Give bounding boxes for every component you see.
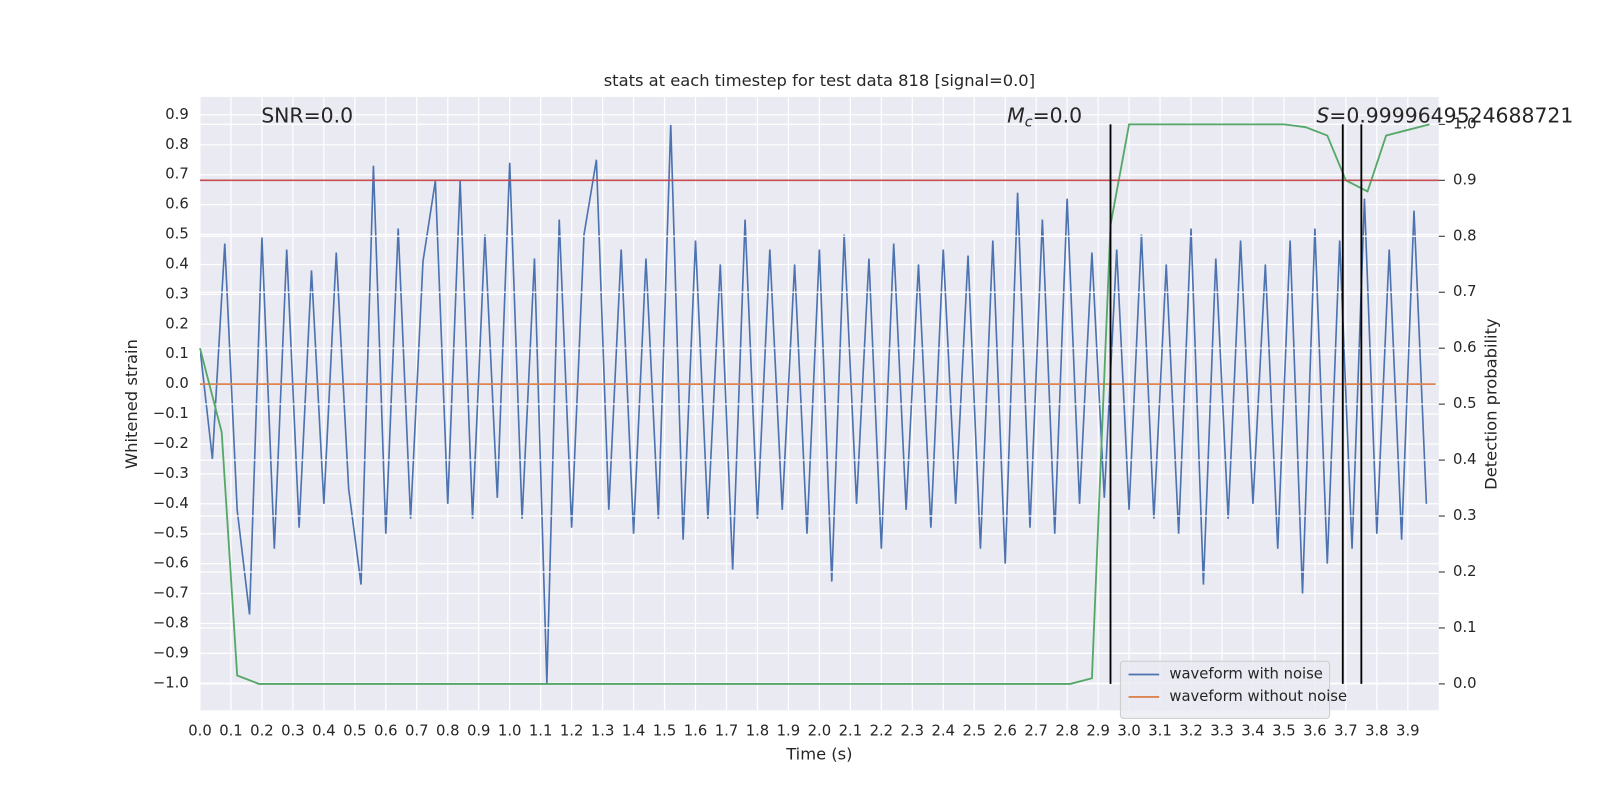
- y2-tick-label: 0.9: [1453, 171, 1477, 188]
- x-tick-label: 1.5: [653, 723, 677, 740]
- legend-label: waveform with noise: [1169, 665, 1323, 682]
- x-tick-label: 3.3: [1210, 723, 1234, 740]
- x-tick-label: 1.7: [715, 723, 739, 740]
- y-tick-label: −0.9: [153, 644, 189, 661]
- x-tick-label: 2.4: [932, 723, 956, 740]
- series-line: [199, 123, 1430, 685]
- x-tick-label: 0.0: [188, 723, 212, 740]
- y-tick-label: 0.9: [165, 106, 189, 123]
- y2-tick-label: 1.0: [1453, 115, 1477, 132]
- x-tick-label: 2.5: [962, 723, 986, 740]
- y2-tick-label: 0.2: [1453, 563, 1477, 580]
- y-tick-label: −0.4: [153, 495, 189, 512]
- overlay: SNR=0.0 Mc=0.0 S=0.9999649524688721 wavefor…: [199, 103, 1573, 719]
- y-tick-label: −0.6: [153, 555, 189, 572]
- y2-tick-label: 0.0: [1453, 675, 1477, 692]
- y2-tick-label: 0.8: [1453, 227, 1477, 244]
- y-tick-label: −0.7: [153, 585, 189, 602]
- y-tick-label: 0.0: [165, 375, 189, 392]
- x-tick-label: 2.0: [808, 723, 832, 740]
- y2-tick-label: 0.4: [1453, 451, 1477, 468]
- x-tick-label: 0.8: [436, 723, 460, 740]
- x-tick-label: 3.7: [1334, 723, 1358, 740]
- y-tick-label: −0.5: [153, 525, 189, 542]
- x-tick-label: 3.0: [1117, 723, 1141, 740]
- x-tick-label: 0.3: [281, 723, 305, 740]
- annotation-text: SNR=0.0: [261, 103, 353, 127]
- y-tick-label: −1.0: [153, 674, 189, 691]
- legend-box: [1119, 660, 1331, 719]
- y-tick-label: 0.3: [165, 285, 189, 302]
- annotation-symbol: S: [1316, 103, 1329, 127]
- legend-label: waveform without noise: [1169, 688, 1347, 705]
- plot-area: [200, 123, 1436, 684]
- x-tick-label: 3.4: [1241, 723, 1265, 740]
- y-tick-label: 0.7: [165, 166, 189, 183]
- x-tick-label: 1.0: [498, 723, 522, 740]
- y-tick-label: 0.8: [165, 136, 189, 153]
- y2-tick-label: 0.1: [1453, 619, 1477, 636]
- x-tick-label: 1.3: [591, 723, 615, 740]
- chart-title: stats at each timestep for test data 818…: [604, 71, 1035, 90]
- x-tick-label: 0.5: [343, 723, 367, 740]
- y-tick-label: 0.1: [165, 345, 189, 362]
- x-tick-label: 1.1: [529, 723, 553, 740]
- x-tick-label: 1.9: [777, 723, 801, 740]
- x-tick-label: 0.1: [219, 723, 243, 740]
- x-tick-label: 0.6: [374, 723, 398, 740]
- y-tick-label: −0.3: [153, 465, 189, 482]
- y-tick-label: 0.4: [165, 255, 189, 272]
- x-tick-label: 3.1: [1148, 723, 1172, 740]
- series-line: [200, 123, 1428, 684]
- x-tick-label: 2.7: [1024, 723, 1048, 740]
- annotation: SNR=0.0: [261, 103, 353, 127]
- annotation-text: =0.0: [1033, 103, 1083, 127]
- x-tick-label: 3.9: [1396, 723, 1420, 740]
- annotation: S=0.9999649524688721: [1316, 103, 1573, 127]
- x-tick-label: 1.4: [622, 723, 646, 740]
- x-tick-label: 2.2: [870, 723, 894, 740]
- annotation-subscript: c: [1025, 114, 1033, 130]
- legend: waveform with noise waveform without nois…: [1119, 660, 1347, 719]
- y2-tick-label: 0.5: [1453, 395, 1477, 412]
- x-tick-label: 3.6: [1303, 723, 1327, 740]
- x-tick-label: 3.5: [1272, 723, 1296, 740]
- x-tick-label: 2.3: [901, 723, 925, 740]
- annotation: Mc=0.0: [1007, 103, 1082, 130]
- x-tick-label: 0.9: [467, 723, 491, 740]
- x-tick-label: 0.7: [405, 723, 429, 740]
- y2-tick-label: 0.6: [1453, 339, 1477, 356]
- y2-tick-label: 0.3: [1453, 507, 1477, 524]
- y2-axis-label: Detection probability: [1481, 318, 1500, 490]
- x-tick-label: 2.9: [1086, 723, 1110, 740]
- x-tick-label: 0.2: [250, 723, 274, 740]
- y-tick-label: 0.2: [165, 315, 189, 332]
- x-tick-label: 2.6: [993, 723, 1017, 740]
- y-axis-label: Whitened strain: [122, 339, 141, 469]
- x-tick-label: 0.4: [312, 723, 336, 740]
- x-tick-label: 2.1: [839, 723, 863, 740]
- x-tick-label: 1.2: [560, 723, 584, 740]
- y-tick-label: 0.5: [165, 226, 189, 243]
- x-tick-label: 2.8: [1055, 723, 1079, 740]
- y-tick-label: −0.8: [153, 614, 189, 631]
- y2-tick-label: 0.7: [1453, 283, 1477, 300]
- x-axis-label: Time (s): [785, 745, 852, 764]
- y-tick-label: −0.1: [153, 405, 189, 422]
- y-tick-label: 0.6: [165, 196, 189, 213]
- annotation-text: =0.9999649524688721: [1329, 103, 1573, 127]
- annotation-symbol: M: [1007, 103, 1025, 127]
- y-tick-label: −0.2: [153, 435, 189, 452]
- x-tick-label: 3.8: [1365, 723, 1389, 740]
- x-tick-label: 3.2: [1179, 723, 1203, 740]
- x-tick-label: 1.6: [684, 723, 708, 740]
- x-tick-label: 1.8: [746, 723, 770, 740]
